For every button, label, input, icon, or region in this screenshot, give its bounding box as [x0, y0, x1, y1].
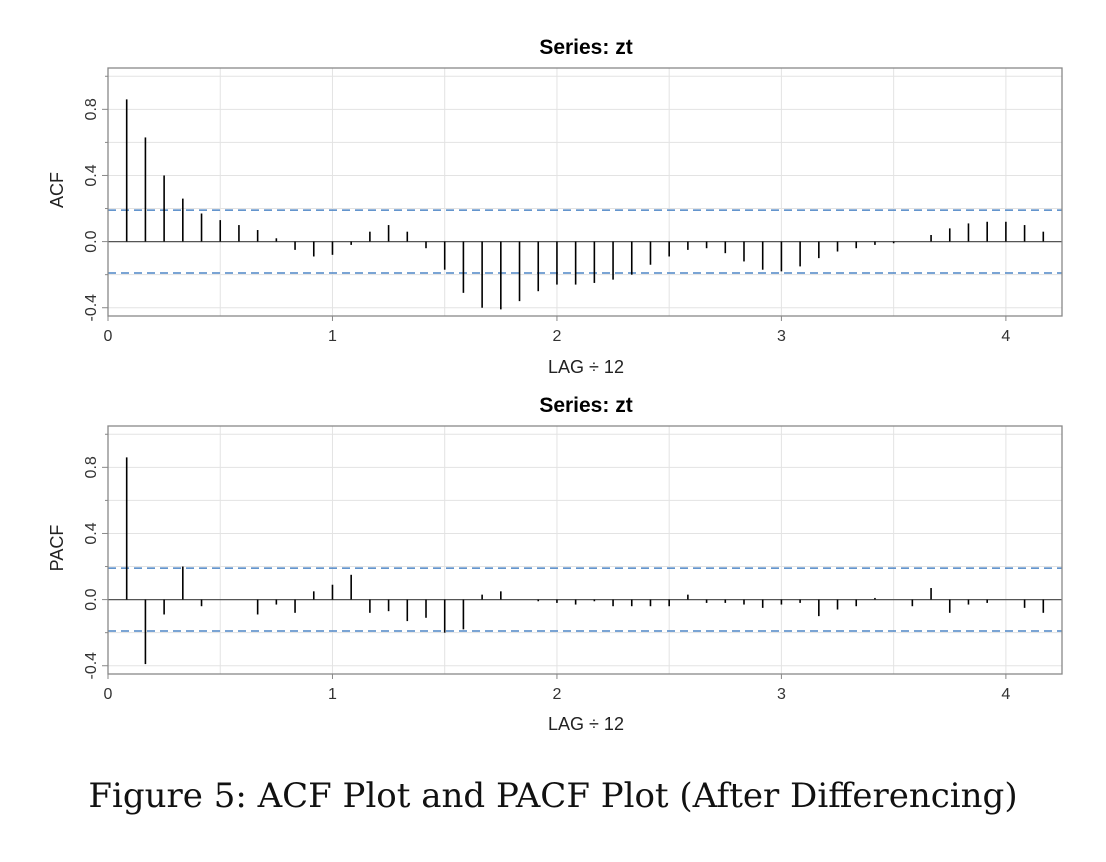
pacf-x-tick-label: 3	[777, 686, 786, 703]
pacf-x-axis-label: LAG ÷ 12	[548, 714, 624, 734]
acf-y-tick-label: 0.8	[83, 98, 100, 120]
acf-plot-area: -0.4 0.0 0.4 0.8 0 1 2 3 4	[83, 67, 1063, 345]
acf-y-axis-label: ACF	[47, 172, 67, 208]
acf-x-tick-label: 2	[552, 328, 561, 345]
pacf-x-tick-label: 2	[552, 686, 561, 703]
acf-plot-border	[107, 67, 1063, 317]
pacf-x-tick-label: 1	[328, 686, 337, 703]
acf-y-tick-label: 0.0	[83, 230, 100, 252]
pacf-plot-area: -0.4 0.0 0.4 0.8 0 1 2 3 4	[83, 425, 1063, 703]
pacf-x-tick-label: 4	[1001, 686, 1010, 703]
acf-title: Series: zt	[539, 36, 632, 59]
acf-x-axis-label: LAG ÷ 12	[548, 357, 624, 377]
pacf-y-tick-label: 0.4	[83, 522, 100, 544]
acf-x-tick-label: 4	[1001, 328, 1010, 345]
pacf-y-axis-label: PACF	[47, 525, 67, 572]
pacf-y-tick-label: -0.4	[83, 652, 100, 680]
acf-y-tick-label: 0.4	[83, 164, 100, 186]
pacf-title: Series: zt	[539, 394, 632, 417]
pacf-y-tick-label: 0.8	[83, 456, 100, 478]
acf-y-tick-label: -0.4	[83, 294, 100, 322]
figure-caption: Figure 5: ACF Plot and PACF Plot (After …	[88, 776, 1018, 816]
pacf-plot-border	[107, 425, 1063, 675]
pacf-x-tick-label: 0	[104, 686, 113, 703]
pacf-panel: -0.4 0.0 0.4 0.8 0 1 2 3 4 Series: zt LAG ÷ 12 P…	[47, 394, 1063, 734]
acf-x-tick-label: 0	[104, 328, 113, 345]
acf-panel: -0.4 0.0 0.4 0.8 0 1 2 3 4 Series: zt LAG ÷ 12 A…	[47, 36, 1063, 377]
acf-x-tick-label: 1	[328, 328, 337, 345]
acf-x-tick-label: 3	[777, 328, 786, 345]
pacf-y-tick-label: 0.0	[83, 588, 100, 610]
